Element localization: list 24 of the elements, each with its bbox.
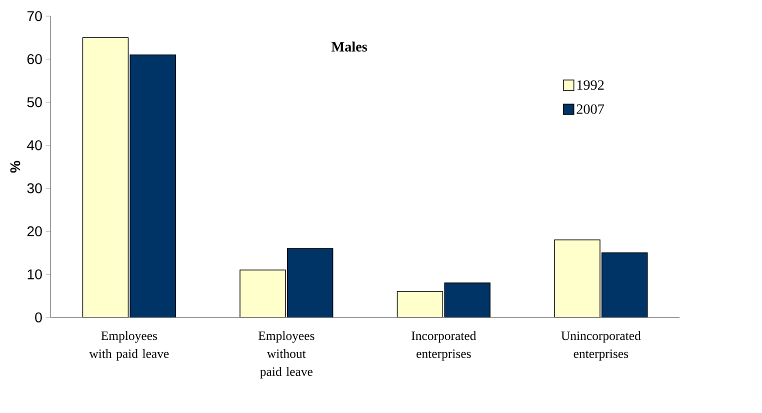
bar: [286, 248, 334, 318]
bar: [396, 291, 444, 318]
y-tick-label: 50: [27, 97, 42, 108]
x-tick-label: Employees without paid leave: [258, 331, 314, 379]
y-tick-label: 70: [27, 11, 42, 22]
y-axis-title: %: [10, 160, 20, 173]
y-tick-label: 0: [35, 312, 42, 322]
y-tick-label: 30: [27, 183, 42, 194]
bar: [554, 240, 600, 318]
bar: [82, 37, 129, 318]
text: Males: [331, 42, 368, 52]
y-tick-label: 40: [27, 140, 42, 150]
bar: [240, 270, 286, 318]
x-tick-label: Incorporated enterprises: [412, 331, 476, 361]
y-tick-label: 60: [27, 54, 42, 64]
legend-label: 1992: [577, 80, 604, 90]
bar: [602, 252, 648, 318]
legend-label: 2007: [576, 104, 604, 114]
y-tick-label: 20: [27, 226, 42, 236]
bar: [130, 54, 176, 318]
bar: [444, 282, 490, 318]
y-tick-label: 10: [28, 269, 42, 280]
x-tick-label: Unincorporated enterprises: [561, 331, 641, 361]
x-tick-label: Employees with paid leave: [89, 331, 169, 361]
